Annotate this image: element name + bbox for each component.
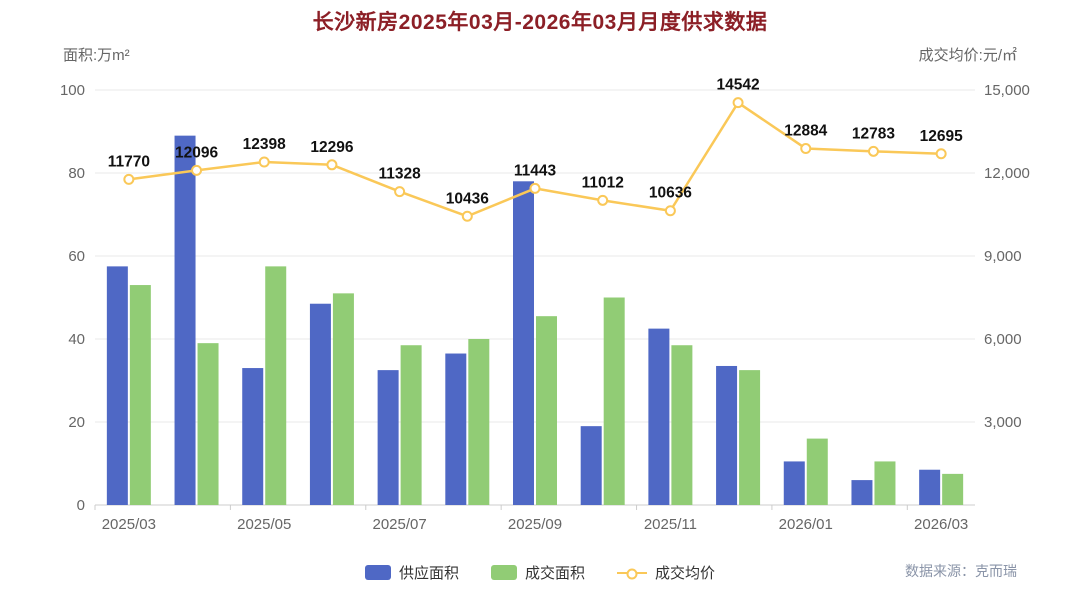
svg-text:11012: 11012 <box>582 174 624 191</box>
svg-text:11770: 11770 <box>108 153 150 170</box>
svg-text:20: 20 <box>68 414 85 431</box>
chart-title: 长沙新房2025年03月-2026年03月月度供求数据 <box>312 11 768 34</box>
avg-price-line-icon <box>617 568 647 579</box>
svg-text:2026/03: 2026/03 <box>914 516 968 533</box>
legend-item-avg-price[interactable]: 成交均价 <box>617 562 715 583</box>
svg-text:60: 60 <box>68 248 85 265</box>
svg-text:11328: 11328 <box>378 166 421 183</box>
svg-text:3,000: 3,000 <box>984 414 1022 431</box>
avg-price-marker-icon <box>626 568 638 579</box>
legend-label-deal-area: 成交面积 <box>524 565 585 582</box>
svg-text:10436: 10436 <box>446 190 489 207</box>
svg-text:12783: 12783 <box>852 125 895 142</box>
svg-text:2025/05: 2025/05 <box>237 516 291 533</box>
svg-text:40: 40 <box>68 331 85 348</box>
supply-area-swatch-icon <box>364 565 391 580</box>
legend-label-supply-area: 供应面积 <box>398 565 459 582</box>
svg-text:2025/07: 2025/07 <box>372 516 426 533</box>
legend-item-deal-area[interactable]: 成交面积 <box>490 562 585 583</box>
data-source: 数据来源：克而瑞 <box>905 563 1017 579</box>
svg-text:12,000: 12,000 <box>984 165 1030 182</box>
svg-text:14542: 14542 <box>717 77 760 94</box>
svg-text:12296: 12296 <box>310 139 353 156</box>
svg-text:0: 0 <box>77 497 85 514</box>
svg-text:12398: 12398 <box>243 136 286 153</box>
chart-legend: 供应面积 成交面积 成交均价 <box>0 562 1080 583</box>
svg-text:11443: 11443 <box>514 162 557 179</box>
svg-text:2025/09: 2025/09 <box>508 516 562 533</box>
svg-text:2026/01: 2026/01 <box>779 516 833 533</box>
svg-text:12695: 12695 <box>920 128 963 145</box>
right-axis-title: 成交均价:元/㎡ <box>918 47 1017 64</box>
left-axis-title: 面积:万m² <box>63 47 130 64</box>
svg-text:2025/11: 2025/11 <box>644 516 697 533</box>
svg-text:80: 80 <box>68 165 85 182</box>
svg-text:12096: 12096 <box>175 144 218 161</box>
svg-text:6,000: 6,000 <box>984 331 1022 348</box>
svg-text:15,000: 15,000 <box>984 82 1030 99</box>
svg-text:100: 100 <box>60 82 85 99</box>
svg-text:9,000: 9,000 <box>984 248 1022 265</box>
deal-area-swatch-icon <box>490 565 517 580</box>
legend-label-avg-price: 成交均价 <box>655 565 716 582</box>
svg-text:10636: 10636 <box>649 185 692 202</box>
svg-text:2025/03: 2025/03 <box>102 516 156 533</box>
legend-item-supply-area[interactable]: 供应面积 <box>364 562 459 583</box>
svg-text:12884: 12884 <box>784 123 827 140</box>
